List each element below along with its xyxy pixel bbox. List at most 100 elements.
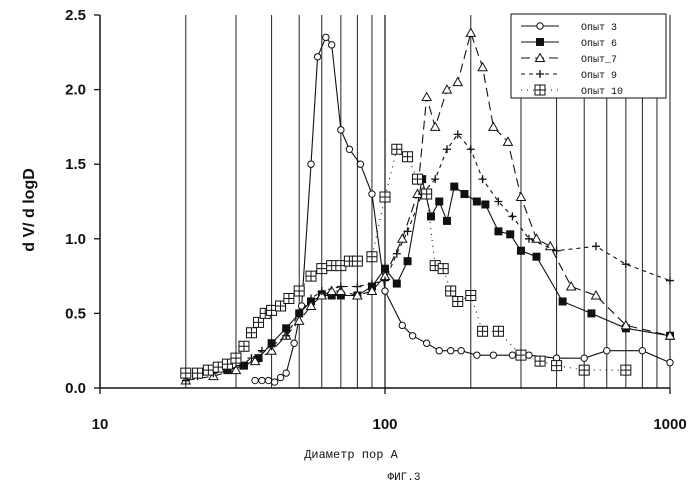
y-tick-label: 0.5 xyxy=(65,305,86,322)
data-point xyxy=(422,189,432,199)
data-point xyxy=(352,256,362,266)
data-point xyxy=(317,264,327,274)
data-point xyxy=(667,359,673,365)
legend-marker xyxy=(537,23,543,29)
data-point xyxy=(535,356,545,366)
data-point xyxy=(517,247,525,255)
data-point xyxy=(525,235,533,243)
data-point xyxy=(579,365,589,375)
y-tick-label: 1.5 xyxy=(65,156,86,173)
data-point xyxy=(265,377,271,383)
data-point xyxy=(284,293,294,303)
data-point xyxy=(453,78,462,86)
y-tick-label: 2.5 xyxy=(65,7,86,24)
data-point xyxy=(532,253,540,261)
y-tick-label: 0.0 xyxy=(65,380,86,397)
data-point xyxy=(412,174,422,184)
data-point xyxy=(446,286,456,296)
data-point xyxy=(338,127,344,133)
data-point xyxy=(337,283,345,291)
data-point xyxy=(403,152,413,162)
data-point xyxy=(367,252,377,262)
data-point xyxy=(246,328,256,338)
data-point xyxy=(546,242,555,250)
data-point xyxy=(239,341,249,351)
data-point xyxy=(436,348,442,354)
data-point xyxy=(258,347,266,355)
data-point xyxy=(346,146,352,152)
data-point xyxy=(294,286,304,296)
data-point xyxy=(308,161,314,167)
data-point xyxy=(604,348,610,354)
y-tick-label: 1.0 xyxy=(65,231,86,248)
legend-label: Опыт 10 xyxy=(581,87,623,98)
data-point xyxy=(193,368,203,378)
data-point xyxy=(466,28,475,36)
data-point xyxy=(581,355,587,361)
data-point xyxy=(466,290,476,300)
legend: Опыт 3Опыт 6Опыт_7Опыт 9Опыт 10 xyxy=(511,14,666,98)
data-point xyxy=(443,217,451,225)
legend-label: Опыт 3 xyxy=(581,23,617,34)
data-point xyxy=(422,93,431,101)
data-point xyxy=(327,261,337,271)
x-axis-label: Диаметр пор A xyxy=(304,448,398,462)
legend-label: Опыт_7 xyxy=(581,55,617,66)
data-point xyxy=(481,200,489,208)
data-point xyxy=(369,191,375,197)
data-point xyxy=(291,340,297,346)
y-tick-labels: 0.00.51.01.52.02.5 xyxy=(65,7,86,397)
data-point xyxy=(399,322,405,328)
x-tick-label: 100 xyxy=(372,416,397,433)
data-point xyxy=(323,34,329,40)
data-point xyxy=(508,212,516,220)
legend-marker xyxy=(535,85,545,95)
data-point xyxy=(328,42,334,48)
data-point xyxy=(231,353,241,363)
data-point xyxy=(435,198,443,206)
data-point xyxy=(450,183,458,191)
data-point xyxy=(382,288,388,294)
data-point xyxy=(467,145,475,153)
data-point xyxy=(526,352,532,358)
y-axis-label: d V/ d logD xyxy=(21,168,38,252)
data-point xyxy=(478,63,487,71)
data-point xyxy=(622,260,630,268)
data-point xyxy=(203,365,213,375)
data-point xyxy=(447,348,453,354)
data-point xyxy=(473,198,481,206)
data-point xyxy=(552,361,562,371)
data-point xyxy=(314,54,320,60)
data-point xyxy=(621,365,631,375)
data-point xyxy=(427,212,435,220)
data-point xyxy=(460,190,468,198)
data-point xyxy=(423,340,429,346)
data-point xyxy=(409,333,415,339)
legend-marker xyxy=(536,38,544,46)
data-point xyxy=(516,350,526,360)
data-point xyxy=(392,144,402,154)
data-point xyxy=(474,352,480,358)
legend-label: Опыт 9 xyxy=(581,71,617,82)
figure-caption: ФИГ.3 xyxy=(387,472,420,484)
data-point xyxy=(493,326,503,336)
data-point xyxy=(453,296,463,306)
x-tick-label: 1000 xyxy=(653,416,686,433)
data-point xyxy=(478,326,488,336)
data-point xyxy=(479,175,487,183)
data-point xyxy=(567,282,576,290)
data-point xyxy=(404,227,412,235)
data-point xyxy=(181,368,191,378)
data-point xyxy=(393,280,401,288)
x-tick-label: 10 xyxy=(92,416,109,433)
x-tick-labels: 10 100 1000 xyxy=(92,416,687,433)
data-point xyxy=(494,227,502,235)
data-point xyxy=(587,309,595,317)
data-point xyxy=(357,161,363,167)
data-point xyxy=(442,85,451,93)
data-point xyxy=(252,377,258,383)
data-point xyxy=(592,242,600,250)
data-point xyxy=(559,297,567,305)
data-point xyxy=(458,348,464,354)
